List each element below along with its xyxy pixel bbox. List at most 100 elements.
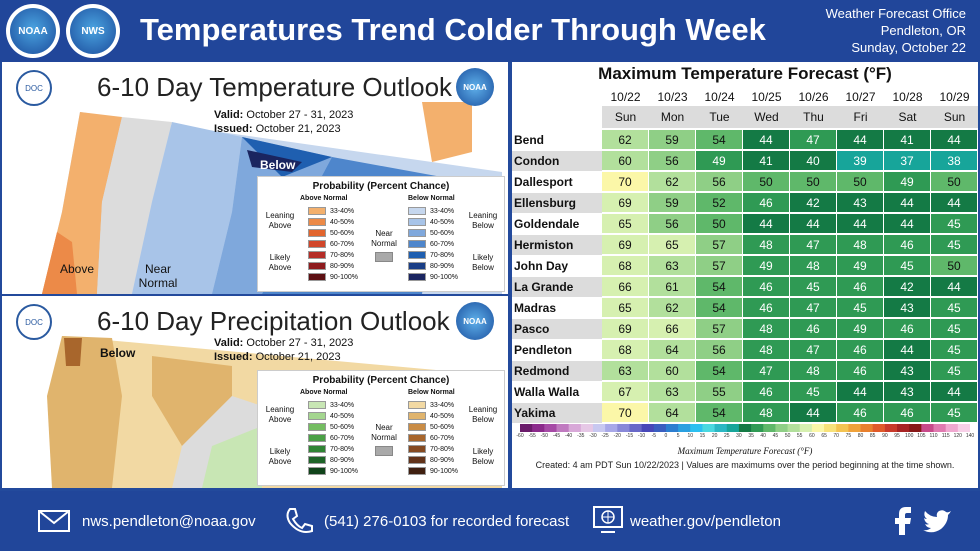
legend-likely-below: Likely Below: [472, 447, 494, 466]
scale-swatch: [957, 424, 970, 432]
legend-item: 80-90%: [408, 261, 454, 271]
temperature-color-scale: [520, 424, 970, 432]
website-link[interactable]: weather.gov/pendleton: [630, 513, 781, 530]
phone-text[interactable]: (541) 276-0103 for recorded forecast: [324, 513, 570, 530]
scale-swatch: [568, 424, 582, 432]
temp-cell: 46: [837, 361, 884, 381]
temp-cell: 44: [931, 277, 978, 297]
near-normal-swatch: [375, 252, 393, 262]
scale-tick: -40: [564, 433, 573, 439]
map-label-below: Below: [100, 346, 136, 360]
temp-cell: 67: [602, 382, 649, 402]
scale-swatch: [690, 424, 703, 432]
footer-bar: nws.pendleton@noaa.gov (541) 276-0103 fo…: [0, 491, 980, 551]
temp-cell: 46: [743, 382, 790, 402]
legend-item: 90-100%: [408, 272, 458, 282]
date-header: 10/28: [892, 90, 923, 104]
legend-item: 33-40%: [308, 400, 354, 410]
temp-cell: 69: [602, 193, 649, 213]
day-header: Tue: [709, 110, 730, 124]
temp-cell: 44: [743, 214, 790, 234]
scale-swatch: [665, 424, 679, 432]
city-label: Condon: [512, 151, 602, 171]
email-link[interactable]: nws.pendleton@noaa.gov: [82, 513, 256, 530]
city-label: Hermiston: [512, 235, 602, 255]
twitter-icon[interactable]: [922, 507, 952, 533]
legend-item: 33-40%: [308, 206, 354, 216]
temp-legend: Probability (Percent Chance) Above Normal…: [257, 176, 505, 292]
temp-cell: 66: [649, 319, 696, 339]
temp-cell: 60: [649, 361, 696, 381]
temp-cell: 46: [837, 403, 884, 423]
scale-tick: -45: [552, 433, 561, 439]
office-name: Weather Forecast Office: [825, 6, 966, 21]
nws-logo: NWS: [66, 4, 120, 58]
city-label: Madras: [512, 298, 602, 318]
scale-swatch: [897, 424, 910, 432]
legend-title: Probability (Percent Chance): [312, 181, 450, 192]
noaa-icon: NOAA: [456, 302, 494, 340]
temp-cell: 48: [837, 235, 884, 255]
day-header: Sun: [943, 110, 966, 124]
precip-issued: Issued: October 21, 2023: [214, 351, 341, 363]
temp-cell: 63: [602, 361, 649, 381]
scale-swatch: [860, 424, 874, 432]
scale-tick: -30: [589, 433, 597, 439]
temp-cell: 39: [837, 151, 884, 171]
temp-cell: 56: [649, 214, 696, 234]
scale-tick: -35: [577, 433, 585, 439]
temp-cell: 70: [602, 403, 649, 423]
temp-cell: 55: [696, 382, 743, 402]
scale-swatch: [678, 424, 691, 432]
scale-tick: 50: [784, 433, 791, 439]
temp-cell: 44: [884, 340, 931, 360]
city-label: Walla Walla: [512, 382, 602, 402]
temp-cell: 48: [790, 361, 837, 381]
temp-cell: 66: [602, 277, 649, 297]
temp-cell: 48: [743, 235, 790, 255]
scale-swatch: [544, 424, 557, 432]
precip-legend: Probability (Percent Chance) Above Normal…: [257, 370, 505, 486]
date-header: 10/22: [610, 90, 641, 104]
legend-title: Probability (Percent Chance): [312, 375, 450, 386]
legend-item: 33-40%: [408, 206, 454, 216]
temp-cell: 59: [649, 193, 696, 213]
facebook-icon[interactable]: [893, 505, 913, 535]
legend-item: 60-70%: [308, 433, 354, 443]
temp-cell: 43: [884, 382, 931, 402]
legend-item: 50-60%: [308, 228, 354, 238]
scale-tick: 30: [736, 433, 742, 439]
date-header: 10/29: [939, 90, 970, 104]
temp-cell: 62: [649, 298, 696, 318]
temp-cell: 45: [837, 298, 884, 318]
legend-below-head: Below Normal: [408, 389, 455, 396]
scale-tick: -60: [516, 433, 524, 439]
temp-cell: 52: [696, 193, 743, 213]
scale-swatch: [702, 424, 716, 432]
scale-swatch: [909, 424, 922, 432]
temp-cell: 44: [884, 214, 931, 234]
legend-leaning-below: Leaning Below: [468, 405, 498, 424]
legend-item: 70-80%: [308, 444, 354, 454]
precip-valid: Valid: October 27 - 31, 2023: [214, 337, 354, 349]
temp-cell: 62: [649, 172, 696, 192]
temp-cell: 46: [884, 403, 931, 423]
temp-cell: 56: [696, 340, 743, 360]
scale-swatch: [641, 424, 655, 432]
day-header: Mon: [660, 110, 685, 124]
scale-swatch: [799, 424, 813, 432]
scale-swatch: [945, 424, 959, 432]
scale-tick: 65: [821, 433, 827, 439]
scale-tick: -15: [625, 433, 634, 439]
temp-cell: 63: [649, 382, 696, 402]
scale-swatch: [726, 424, 740, 432]
legend-likely-above: Likely Above: [268, 253, 292, 272]
day-header: Fri: [853, 110, 868, 124]
city-label: Goldendale: [512, 214, 602, 234]
scale-tick: 140: [965, 433, 975, 439]
legend-item: 90-100%: [308, 466, 358, 476]
temp-cell: 49: [837, 256, 884, 276]
city-label: La Grande: [512, 277, 602, 297]
scale-swatch: [775, 424, 789, 432]
